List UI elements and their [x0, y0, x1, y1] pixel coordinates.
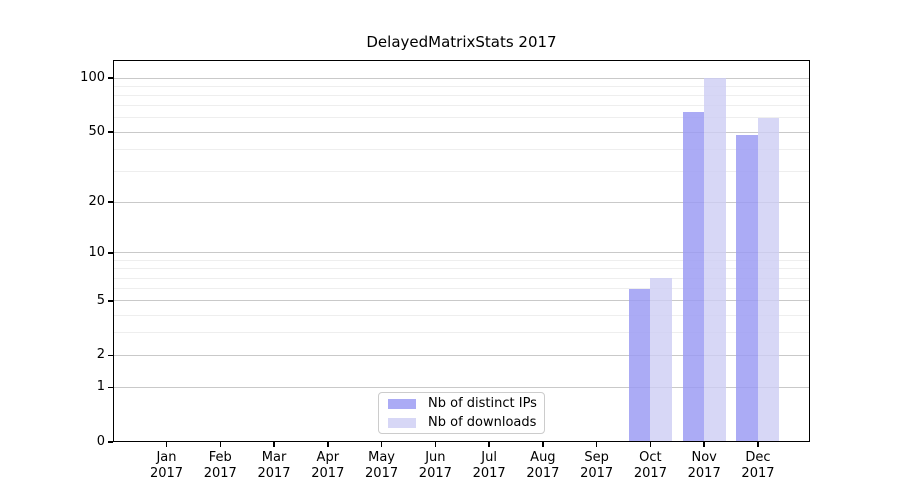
minor-gridline-9 [113, 260, 810, 261]
major-gridline-5 [113, 300, 810, 302]
legend-label-distinct-ips: Nb of distinct IPs [428, 396, 537, 411]
y-tick-mark-0 [108, 441, 113, 443]
y-tick-label-10: 10 [88, 244, 105, 260]
x-tick-label-feb: Feb 2017 [203, 450, 237, 481]
minor-gridline-90 [113, 85, 810, 87]
minor-gridline-8 [113, 268, 810, 270]
y-tick-label-50: 50 [88, 124, 105, 140]
y-tick-label-20: 20 [88, 194, 105, 210]
y-tick-mark-5 [108, 300, 113, 302]
x-tick-label-may: May 2017 [365, 450, 399, 481]
x-tick-label-jul: Jul 2017 [472, 450, 506, 481]
minor-gridline-7 [113, 277, 810, 279]
major-gridline-100 [113, 77, 810, 79]
downloads-bar-nov [704, 78, 726, 442]
x-tick-label-aug: Aug 2017 [526, 450, 560, 481]
major-gridline-10 [113, 252, 810, 254]
x-tick-label-mar: Mar 2017 [257, 450, 291, 481]
x-tick-label-sep: Sep 2017 [580, 450, 614, 481]
minor-gridline-80 [113, 95, 810, 97]
minor-gridline-4 [113, 314, 810, 316]
minor-gridline-30 [113, 170, 810, 172]
y-tick-label-0: 0 [96, 434, 105, 449]
x-tick-mark-sep [595, 442, 598, 447]
legend-item-downloads: Nb of downloads [388, 415, 537, 430]
minor-gridline-3 [113, 332, 810, 334]
x-tick-label-jun: Jun 2017 [418, 450, 452, 481]
distinct-ips-swatch [388, 398, 416, 409]
distinct-ips-bar-nov [682, 111, 705, 442]
x-tick-mark-jan [165, 442, 168, 447]
x-tick-mark-mar [273, 442, 275, 447]
minor-gridline-60 [113, 117, 810, 119]
major-gridline-50 [113, 131, 810, 133]
x-tick-mark-jun [434, 442, 437, 447]
distinct-ips-bar-dec [736, 135, 758, 442]
y-tick-label-1: 1 [96, 379, 105, 395]
y-tick-mark-20 [108, 201, 113, 203]
y-tick-mark-1 [108, 386, 113, 389]
x-tick-mark-feb [219, 442, 222, 447]
x-tick-label-oct: Oct 2017 [633, 450, 667, 481]
legend-label-downloads: Nb of downloads [428, 415, 537, 430]
major-gridline-1 [113, 386, 810, 388]
x-tick-label-nov: Nov 2017 [687, 450, 721, 481]
minor-gridline-40 [113, 148, 810, 150]
minor-gridline-6 [113, 288, 810, 290]
y-tick-mark-2 [108, 354, 113, 357]
y-tick-mark-100 [108, 77, 113, 79]
legend: Nb of distinct IPs Nb of downloads [378, 392, 545, 434]
x-tick-mark-aug [542, 442, 544, 447]
plot-area [113, 60, 810, 442]
legend-item-distinct-ips: Nb of distinct IPs [388, 396, 537, 411]
downloads-bar-dec [757, 117, 780, 442]
chart-title: DelayedMatrixStats 2017 [366, 33, 557, 51]
x-tick-label-jan: Jan 2017 [149, 450, 184, 481]
x-tick-mark-jul [488, 442, 490, 447]
y-tick-mark-10 [108, 252, 113, 254]
distinct-ips-bar-oct [628, 288, 651, 442]
downloads-bar-oct [650, 278, 672, 442]
y-tick-label-2: 2 [96, 347, 105, 363]
major-gridline-20 [113, 201, 810, 203]
x-tick-label-dec: Dec 2017 [741, 450, 775, 481]
y-tick-label-100: 100 [80, 70, 105, 86]
minor-gridline-70 [113, 105, 810, 107]
x-tick-mark-apr [327, 442, 329, 447]
x-tick-label-apr: Apr 2017 [311, 450, 345, 481]
downloads-swatch [388, 417, 416, 428]
major-gridline-2 [113, 354, 810, 356]
x-tick-mark-nov [703, 442, 705, 447]
y-tick-mark-50 [108, 131, 113, 133]
x-tick-mark-may [380, 442, 383, 447]
x-tick-mark-oct [649, 442, 652, 447]
y-tick-label-5: 5 [96, 292, 105, 308]
x-tick-mark-dec [757, 442, 759, 447]
